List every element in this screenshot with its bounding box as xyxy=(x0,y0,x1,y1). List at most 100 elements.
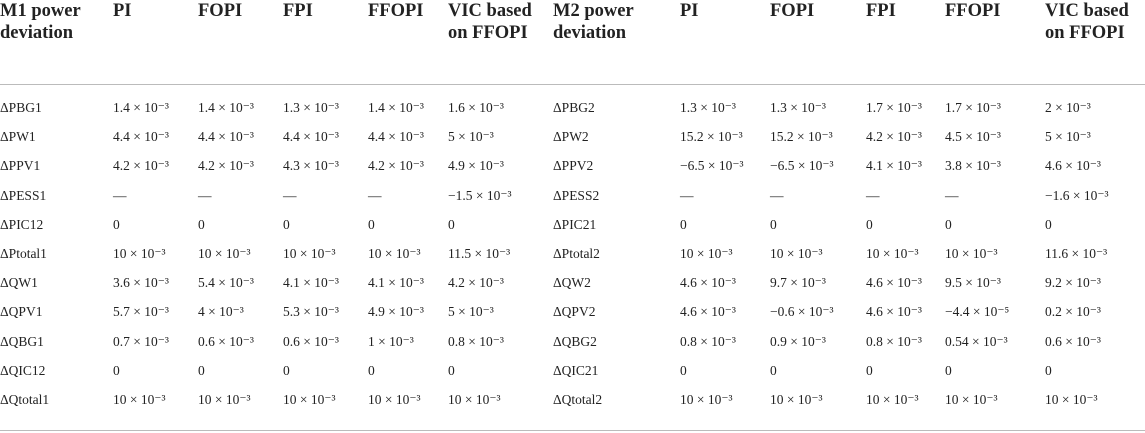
table-cell: 10 × 10⁻³ xyxy=(945,246,998,262)
column-header: VIC based on FFOPI xyxy=(1045,1,1129,43)
table-cell: 4.4 × 10⁻³ xyxy=(368,129,424,145)
table-cell: 4.4 × 10⁻³ xyxy=(113,129,169,145)
table-cell: 0 xyxy=(1045,362,1052,378)
table-cell: 0 xyxy=(283,216,290,232)
table-cell: 0 xyxy=(1045,216,1052,232)
table-cell: 4.2 × 10⁻³ xyxy=(368,158,424,174)
table-cell: ΔPPV1 xyxy=(0,158,41,174)
table-cell: 10 × 10⁻³ xyxy=(1045,392,1098,408)
table-cell: 0.6 × 10⁻³ xyxy=(198,333,254,349)
column-header: M2 power deviation xyxy=(553,1,634,43)
column-header: FOPI xyxy=(198,1,243,21)
table-cell: ΔPtotal1 xyxy=(0,246,47,262)
table-cell: 0 xyxy=(945,362,952,378)
table-cell: ΔQPV1 xyxy=(0,304,43,320)
table-cell: ΔQIC21 xyxy=(553,362,599,378)
table-cell: 1.7 × 10⁻³ xyxy=(866,100,922,115)
table-header: M1 power deviation PI FOPI FPI FFOPI VIC base… xyxy=(0,0,1145,85)
table-cell: — xyxy=(368,187,382,203)
column-header: FFOPI xyxy=(945,1,1001,21)
table-cell: 5 × 10⁻³ xyxy=(448,129,494,145)
column-header: PI xyxy=(680,1,699,21)
data-table: M1 power deviation PI FOPI FPI FFOPI VIC base… xyxy=(0,0,1145,415)
table-cell: — xyxy=(198,187,212,203)
table-cell: 4.5 × 10⁻³ xyxy=(945,129,1001,145)
table-row: ΔQtotal1 10 × 10⁻³ 10 × 10⁻³ 10 × 10⁻³ 10 × … xyxy=(0,385,1145,414)
table-cell: — xyxy=(866,187,880,203)
table-cell: ΔPBG1 xyxy=(0,100,42,115)
table-cell: ΔPESS1 xyxy=(0,187,47,203)
table-cell: ΔPtotal2 xyxy=(553,246,600,262)
table-cell: 1 × 10⁻³ xyxy=(368,333,414,349)
table-cell: 0 xyxy=(198,362,205,378)
table-cell: 10 × 10⁻³ xyxy=(113,246,166,262)
table-cell: ΔPIC21 xyxy=(553,216,597,232)
table-cell: 10 × 10⁻³ xyxy=(680,392,733,408)
table-cell: 1.3 × 10⁻³ xyxy=(283,100,339,115)
table-row: ΔPW1 4.4 × 10⁻³ 4.4 × 10⁻³ 4.4 × 10⁻³ 4.4 × … xyxy=(0,122,1145,151)
table-cell: 0 xyxy=(113,362,120,378)
table-cell: 0.2 × 10⁻³ xyxy=(1045,304,1101,320)
table-cell: 4.6 × 10⁻³ xyxy=(680,275,736,291)
table-cell: −4.4 × 10⁻⁵ xyxy=(945,304,1010,320)
table-cell: 0 xyxy=(448,216,455,232)
bottom-rule xyxy=(0,430,1145,431)
table-cell: 10 × 10⁻³ xyxy=(198,246,251,262)
table-cell: 10 × 10⁻³ xyxy=(198,392,251,408)
column-header: FPI xyxy=(283,1,313,21)
table-cell: — xyxy=(113,187,127,203)
table-cell: 0.8 × 10⁻³ xyxy=(448,333,504,349)
table-cell: 4.1 × 10⁻³ xyxy=(368,275,424,291)
table-cell: ΔQPV2 xyxy=(553,304,596,320)
table-row: ΔPtotal1 10 × 10⁻³ 10 × 10⁻³ 10 × 10⁻³ 10 × … xyxy=(0,239,1145,268)
table-row: ΔPESS1 — — — — −1.5 × 10⁻³ ΔPESS2 — — — — −1.6 × 10… xyxy=(0,181,1145,210)
table-cell: 4.6 × 10⁻³ xyxy=(680,304,736,320)
table-cell: 4.4 × 10⁻³ xyxy=(198,129,254,145)
table-row: ΔPBG1 1.4 × 10⁻³ 1.4 × 10⁻³ 1.3 × 10⁻³ 1.4 ×… xyxy=(0,85,1145,123)
table-cell: 0 xyxy=(113,216,120,232)
table-cell: 4.3 × 10⁻³ xyxy=(283,158,339,174)
table-cell: −1.5 × 10⁻³ xyxy=(448,187,512,203)
table-cell: ΔPBG2 xyxy=(553,100,595,115)
table-cell: 0 xyxy=(198,216,205,232)
column-header: VIC based on FFOPI xyxy=(448,1,532,43)
table-cell: 10 × 10⁻³ xyxy=(368,392,421,408)
table-cell: ΔQIC12 xyxy=(0,362,46,378)
table-cell: 1.4 × 10⁻³ xyxy=(113,100,169,115)
table-row: ΔPIC12 0 0 0 0 0 ΔPIC21 0 0 0 0 0 xyxy=(0,210,1145,239)
table-cell: ΔPIC12 xyxy=(0,216,44,232)
table-cell: 9.5 × 10⁻³ xyxy=(945,275,1001,291)
column-header: FFOPI xyxy=(368,1,424,21)
column-header: FOPI xyxy=(770,1,815,21)
table-cell: — xyxy=(945,187,959,203)
table-row: ΔPPV1 4.2 × 10⁻³ 4.2 × 10⁻³ 4.3 × 10⁻³ 4.2 ×… xyxy=(0,151,1145,180)
table-cell: 4.6 × 10⁻³ xyxy=(866,304,922,320)
table-cell: 0 xyxy=(368,362,375,378)
table-cell: 0.54 × 10⁻³ xyxy=(945,333,1008,349)
table-cell: ΔQtotal1 xyxy=(0,392,50,408)
table-cell: 4.2 × 10⁻³ xyxy=(198,158,254,174)
table-cell: 1.6 × 10⁻³ xyxy=(448,100,504,115)
table-cell: 1.4 × 10⁻³ xyxy=(368,100,424,115)
table-cell: 10 × 10⁻³ xyxy=(770,392,823,408)
table-cell: 9.7 × 10⁻³ xyxy=(770,275,826,291)
table-cell: ΔQBG1 xyxy=(0,333,44,349)
table-cell: 0 xyxy=(866,362,873,378)
table-cell: — xyxy=(680,187,694,203)
table-cell: 4.2 × 10⁻³ xyxy=(113,158,169,174)
table-cell: −0.6 × 10⁻³ xyxy=(770,304,834,320)
table-cell: 0 xyxy=(448,362,455,378)
table-body: ΔPBG1 1.4 × 10⁻³ 1.4 × 10⁻³ 1.3 × 10⁻³ 1.4 ×… xyxy=(0,85,1145,415)
table-cell: 2 × 10⁻³ xyxy=(1045,100,1091,115)
table-cell: 0 xyxy=(680,216,687,232)
table-cell: 15.2 × 10⁻³ xyxy=(770,129,833,145)
table-cell: 0 xyxy=(770,216,777,232)
table-row: ΔQIC12 0 0 0 0 0 ΔQIC21 0 0 0 0 0 xyxy=(0,356,1145,385)
table-cell: 5 × 10⁻³ xyxy=(1045,129,1091,145)
table-cell: 5.7 × 10⁻³ xyxy=(113,304,169,320)
table-cell: 9.2 × 10⁻³ xyxy=(1045,275,1101,291)
table-cell: 0 xyxy=(680,362,687,378)
table-cell: ΔPPV2 xyxy=(553,158,594,174)
table-cell: 1.4 × 10⁻³ xyxy=(198,100,254,115)
table-cell: 4.9 × 10⁻³ xyxy=(368,304,424,320)
